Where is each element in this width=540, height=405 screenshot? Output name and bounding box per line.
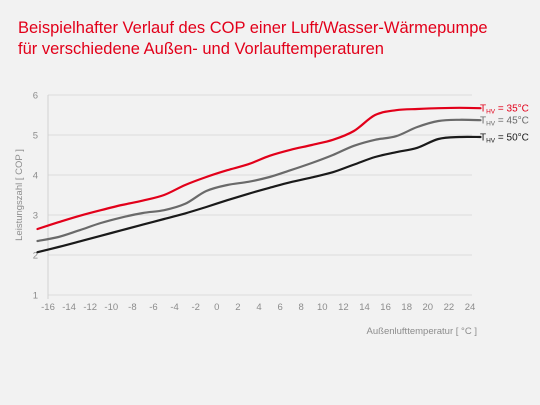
y-tick-label: 3 bbox=[33, 211, 38, 222]
x-tick-label: -2 bbox=[191, 302, 199, 313]
series-lines bbox=[36, 106, 482, 254]
x-tick-label: 12 bbox=[338, 302, 349, 313]
x-tick-label: 2 bbox=[235, 302, 240, 313]
series-line-3 bbox=[36, 135, 482, 254]
x-tick-label: 22 bbox=[444, 302, 455, 313]
x-tick-labels: -16 -14 -12 -10 -8 -6 -4 -2 0 2 4 6 8 10 12 14 16 18 20 22 2… bbox=[41, 302, 475, 313]
series-line-2 bbox=[36, 118, 482, 243]
x-axis-label: Außenlufttemperatur [ °C ] bbox=[367, 326, 477, 337]
y-tick-labels: 1 2 3 4 5 6 bbox=[33, 91, 38, 302]
x-tick-label: 14 bbox=[359, 302, 370, 313]
x-tick-label: -16 bbox=[41, 302, 55, 313]
x-tick-label: 20 bbox=[423, 302, 434, 313]
x-tick-label: -8 bbox=[128, 302, 136, 313]
y-tick-label: 4 bbox=[33, 171, 38, 182]
x-tick-label: -14 bbox=[62, 302, 76, 313]
x-tick-label: -12 bbox=[83, 302, 97, 313]
legend-label-3: THV = 50°C bbox=[480, 133, 529, 145]
x-tick-label: 8 bbox=[299, 302, 304, 313]
x-tick-label: -10 bbox=[104, 302, 118, 313]
x-tick-label: 18 bbox=[401, 302, 412, 313]
legend-label-2: THV = 45°C bbox=[480, 116, 529, 128]
y-tick-label: 2 bbox=[33, 251, 38, 262]
chart-title-line-2: für verschiedene Außen- und Vorlauftempe… bbox=[18, 40, 384, 58]
legend-label-1: THV = 35°C bbox=[480, 104, 529, 116]
y-tick-label: 5 bbox=[33, 131, 38, 142]
x-tick-label: 4 bbox=[256, 302, 261, 313]
chart-title-line-1: Beispielhafter Verlauf des COP einer Luf… bbox=[18, 19, 488, 37]
series-line-1 bbox=[36, 106, 482, 231]
x-tick-label: -6 bbox=[149, 302, 157, 313]
x-tick-label: 10 bbox=[317, 302, 328, 313]
x-tick-label: 6 bbox=[277, 302, 282, 313]
chart-title: Beispielhafter Verlauf des COP einer Luf… bbox=[18, 18, 528, 60]
y-tick-label: 1 bbox=[33, 291, 38, 302]
grid-lines bbox=[48, 94, 472, 296]
x-tick-label: 16 bbox=[380, 302, 391, 313]
x-tick-label: 0 bbox=[214, 302, 219, 313]
x-tick-label: -4 bbox=[170, 302, 178, 313]
x-tick-label: 24 bbox=[465, 302, 476, 313]
y-tick-label: 6 bbox=[33, 91, 38, 102]
y-axis-label: Leistungszahl [ COP ] bbox=[14, 149, 25, 241]
